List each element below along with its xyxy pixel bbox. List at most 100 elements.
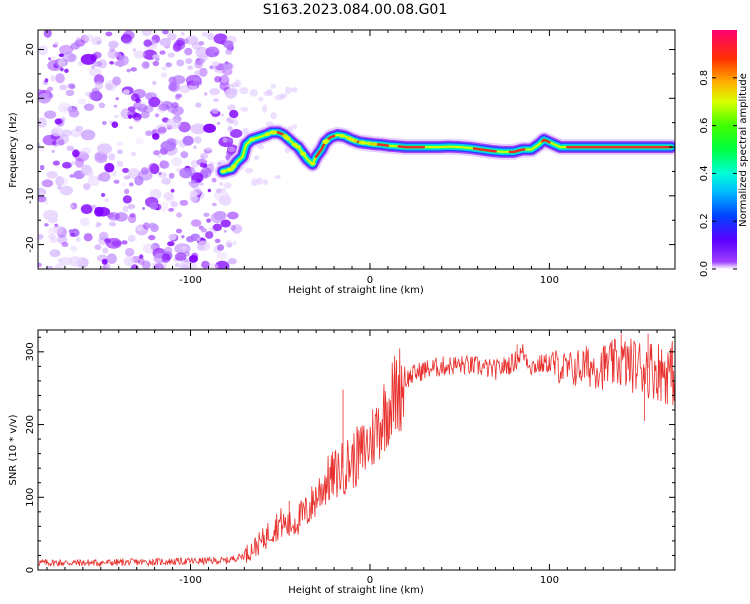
noise-blob [98,172,111,182]
noise-blob [215,188,222,194]
noise-blob [145,130,153,137]
track-spot [220,169,227,174]
colorbar-gradient [712,30,737,269]
noise-blob [201,31,209,37]
noise-blob [83,183,91,190]
noise-blob [214,260,230,269]
noise-blob [170,188,175,193]
noise-blob [178,121,191,133]
noise-blob [135,137,144,145]
noise-blob [128,125,134,130]
noise-blob [61,242,69,247]
x-tick-label: -100 [179,275,202,286]
y-tick-label: 100 [25,488,36,507]
noise-blob [222,137,228,143]
track-spot [360,140,367,145]
noise-blob [38,234,43,241]
noise-blob [225,48,233,55]
noise-blob [111,170,118,177]
noise-blob [112,76,121,86]
colorbar-tick-label: 0.0 [699,261,710,277]
noise-blob [203,212,210,218]
noise-blob [167,241,175,247]
noise-blob [123,256,135,267]
noise-blob [157,154,162,158]
noise-blob [41,179,54,188]
spectrogram-y-label: Frequency (Hz) [8,112,19,188]
track-core [540,138,551,144]
noise-blob [109,61,114,65]
noise-blob [87,175,100,187]
noise-blob [69,204,74,208]
noise-blob [101,258,108,265]
noise-blob [233,118,239,127]
noise-blob [226,137,234,143]
noise-blob [116,141,124,147]
noise-blob [54,263,64,269]
noise-blob [108,153,116,161]
noise-blob [55,176,65,187]
noise-blob [118,55,129,66]
noise-blob [284,86,291,95]
noise-blob [168,233,177,241]
noise-blob [200,155,205,159]
noise-blob [57,139,65,146]
noise-blob [158,171,168,179]
noise-blob [67,53,78,63]
noise-blob [262,179,268,186]
noise-blob [223,40,234,49]
noise-blob [94,206,104,217]
noise-blob [211,61,220,67]
noise-blob [185,58,193,64]
noise-blob [56,226,67,238]
noise-blob [124,248,135,257]
noise-blob [158,171,162,176]
noise-blob [84,34,95,42]
noise-blob [46,86,54,92]
noise-blob [114,212,128,222]
noise-blob [98,102,106,109]
noise-blob [70,128,82,138]
noise-blob [211,177,217,183]
noise-blob [169,82,178,92]
noise-blob [229,128,243,138]
noise-blob [152,80,157,86]
noise-blob [216,251,228,261]
noise-blob [153,149,161,156]
noise-blob [58,256,72,267]
track-spot [366,141,373,146]
noise-blob [162,161,170,169]
noise-blob [227,258,237,265]
noise-blob [136,226,143,231]
noise-blob [122,89,130,95]
noise-blob [44,223,49,227]
noise-blob [194,60,203,69]
noise-blob [91,36,102,46]
noise-blob [74,157,85,168]
noise-blob [59,44,74,55]
noise-blob [130,67,137,72]
track-core [508,148,526,154]
noise-blob [159,37,172,47]
y-tick-label: 0 [25,567,36,573]
noise-blob [155,57,160,61]
noise-blob [44,78,49,83]
track-spot [282,133,289,138]
noise-blob [193,145,197,150]
noise-blob [194,178,202,183]
noise-blob [161,66,167,71]
noise-blob [122,195,132,204]
noise-blob [57,58,66,67]
noise-blob [115,97,119,101]
noise-blob [152,133,160,140]
noise-blob [63,106,68,111]
noise-blob [80,204,93,215]
noise-blob [133,117,141,123]
noise-blob [68,109,80,118]
noise-blob [123,175,131,180]
noise-blob [96,40,102,45]
colorbar-tick-label: 0.6 [699,118,710,134]
noise-blob [50,56,56,61]
noise-blob [180,32,185,36]
